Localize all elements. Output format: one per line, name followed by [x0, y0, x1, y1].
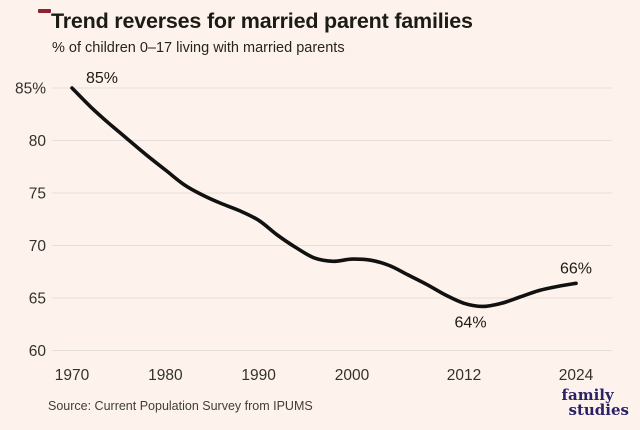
annotation-label: 85%	[86, 70, 118, 87]
y-axis-tick-label: 65	[29, 291, 46, 308]
x-axis-tick-label: 2012	[447, 367, 481, 384]
y-axis-tick-label: 80	[29, 133, 47, 150]
x-axis-tick-label: 1980	[148, 367, 183, 384]
annotation-label: 64%	[455, 314, 487, 331]
y-axis-tick-label: 70	[29, 238, 47, 255]
chart-title: Trend reverses for married parent famili…	[51, 9, 473, 33]
annotation-label: 66%	[560, 260, 592, 277]
source-note: Source: Current Population Survey from I…	[48, 399, 313, 413]
brand-accent-dash-icon	[38, 9, 51, 13]
logo-line-studies: studies	[568, 400, 629, 419]
x-axis-tick-label: 2024	[559, 367, 594, 384]
chart-subtitle: % of children 0–17 living with married p…	[52, 40, 345, 56]
y-axis-tick-label: 85%	[15, 81, 46, 98]
y-axis-tick-label: 60	[29, 343, 47, 360]
y-axis-tick-label: 75	[29, 186, 46, 203]
trend-line	[70, 86, 578, 309]
x-axis-tick-label: 1990	[241, 367, 276, 384]
x-axis-tick-label: 1970	[55, 367, 90, 384]
ifs-logo: family studies	[562, 388, 629, 417]
logo-line-family: family	[561, 386, 614, 404]
x-axis-tick-label: 2000	[335, 367, 370, 384]
